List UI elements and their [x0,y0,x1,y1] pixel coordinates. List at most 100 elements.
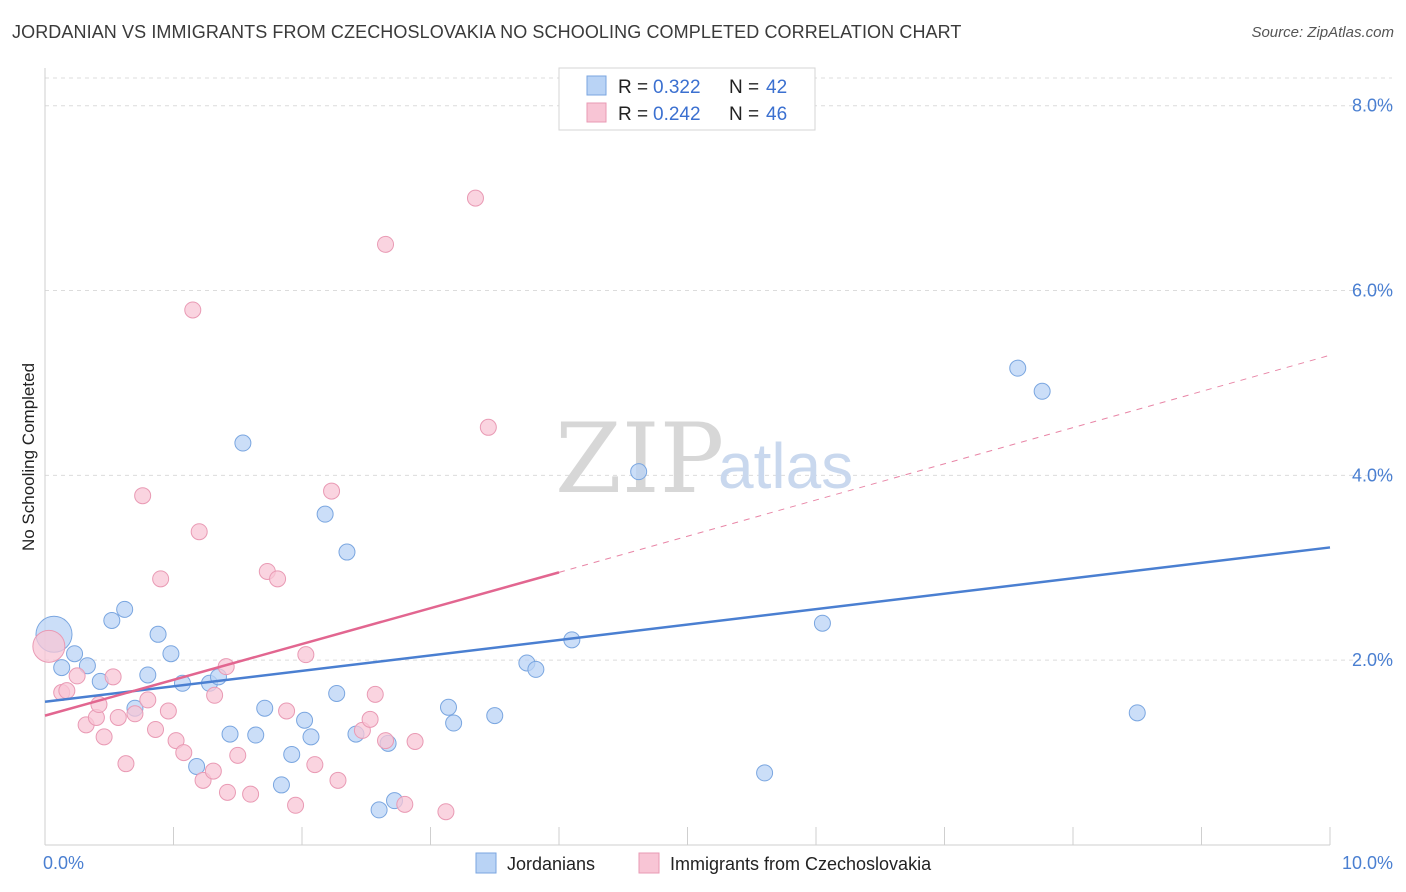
point-jordanians [103,611,121,629]
trend-line-jordanians [44,546,1331,704]
legend-r-value-1: 0.322 [653,77,701,98]
point-czech [134,487,152,505]
y-tick-label: 6.0% [1352,281,1393,301]
watermark: ZIP atlas [555,403,853,515]
stats-legend: R = 0.322 N = 42 R = 0.242 N = 46 [558,67,816,131]
y-tick-label: 4.0% [1352,465,1393,485]
legend-n-label-1: N = [729,77,759,98]
point-jordanians [234,434,252,452]
point-jordanians [316,505,334,523]
point-czech [95,728,113,746]
point-jordanians [338,543,356,561]
x-ticks [44,827,1331,845]
point-jordanians [813,614,831,632]
y-tick-label: 2.0% [1352,650,1393,670]
point-czech [184,301,202,319]
y-tick-label: 8.0% [1352,96,1393,116]
series-legend-swatch-jordanians[interactable] [475,852,497,874]
point-czech [68,667,86,685]
point-czech [323,482,341,500]
point-czech [139,691,157,709]
point-jordanians [756,764,774,782]
legend-n-value-2: 46 [766,104,787,125]
legend-r-value-2: 0.242 [653,104,701,125]
x-tick-label-min: 0.0% [43,853,84,873]
legend-n-label-2: N = [729,104,759,125]
point-czech [479,418,497,436]
point-czech [269,570,287,588]
legend-n-value-1: 42 [766,77,787,98]
point-czech [218,783,236,801]
point-czech [32,629,66,663]
point-jordanians [53,659,71,677]
point-czech [58,682,76,700]
data-points [32,189,1146,821]
point-jordanians [486,707,504,725]
point-czech [278,702,296,720]
point-czech [159,702,177,720]
point-czech [242,785,260,803]
series-legend-label-jordanians[interactable]: Jordanians [507,854,595,874]
point-czech [377,732,395,750]
series-legend-swatch-czech[interactable] [638,852,660,874]
point-jordanians [66,645,84,663]
point-czech [396,795,414,813]
point-czech [204,762,222,780]
series-legend-label-czech[interactable]: Immigrants from Czechoslovakia [670,854,932,874]
series-legend: Jordanians Immigrants from Czechoslovaki… [475,852,932,874]
point-jordanians [149,625,167,643]
trend-lines [44,354,1331,717]
point-czech [297,646,315,664]
point-jordanians [139,666,157,684]
point-czech [361,710,379,728]
point-jordanians [445,714,463,732]
point-czech [406,733,424,751]
x-tick-label-max: 10.0% [1342,853,1393,873]
point-jordanians [256,699,274,717]
y-axis-label: No Schooling Completed [19,363,38,551]
point-jordanians [116,600,134,618]
point-jordanians [630,463,648,481]
point-czech [147,720,165,738]
trend-line-czech [44,571,560,717]
point-czech [287,796,305,814]
point-jordanians [370,801,388,819]
point-jordanians [247,726,265,744]
point-jordanians [296,711,314,729]
point-czech [175,744,193,762]
legend-r-label-1: R = [618,77,648,98]
point-czech [167,732,185,750]
point-czech [152,570,170,588]
watermark-atlas: atlas [718,430,853,502]
point-jordanians [302,728,320,746]
point-czech [109,708,127,726]
point-jordanians [272,776,290,794]
point-jordanians [162,645,180,663]
point-czech [229,746,247,764]
legend-swatch-jordanians [586,75,607,96]
point-jordanians [439,698,457,716]
point-czech [366,685,384,703]
point-jordanians [221,725,239,743]
point-czech [190,523,208,541]
point-jordanians [527,660,545,678]
point-czech [117,755,135,773]
point-jordanians [1009,359,1027,377]
point-jordanians [78,657,96,675]
point-czech [126,705,144,723]
y-tick-labels: 2.0% 4.0% 6.0% 8.0% [1352,96,1393,670]
point-jordanians [188,757,206,775]
legend-r-label-2: R = [618,104,648,125]
point-czech [206,686,224,704]
point-czech [329,771,347,789]
point-jordanians [1128,704,1146,722]
trend-line-czech-extrapolated [558,354,1331,573]
point-jordanians [1033,382,1051,400]
point-jordanians [328,684,346,702]
legend-swatch-czech [586,102,607,123]
gridlines [45,77,1392,661]
point-czech [466,189,484,207]
point-jordanians [283,745,301,763]
point-czech [437,803,455,821]
